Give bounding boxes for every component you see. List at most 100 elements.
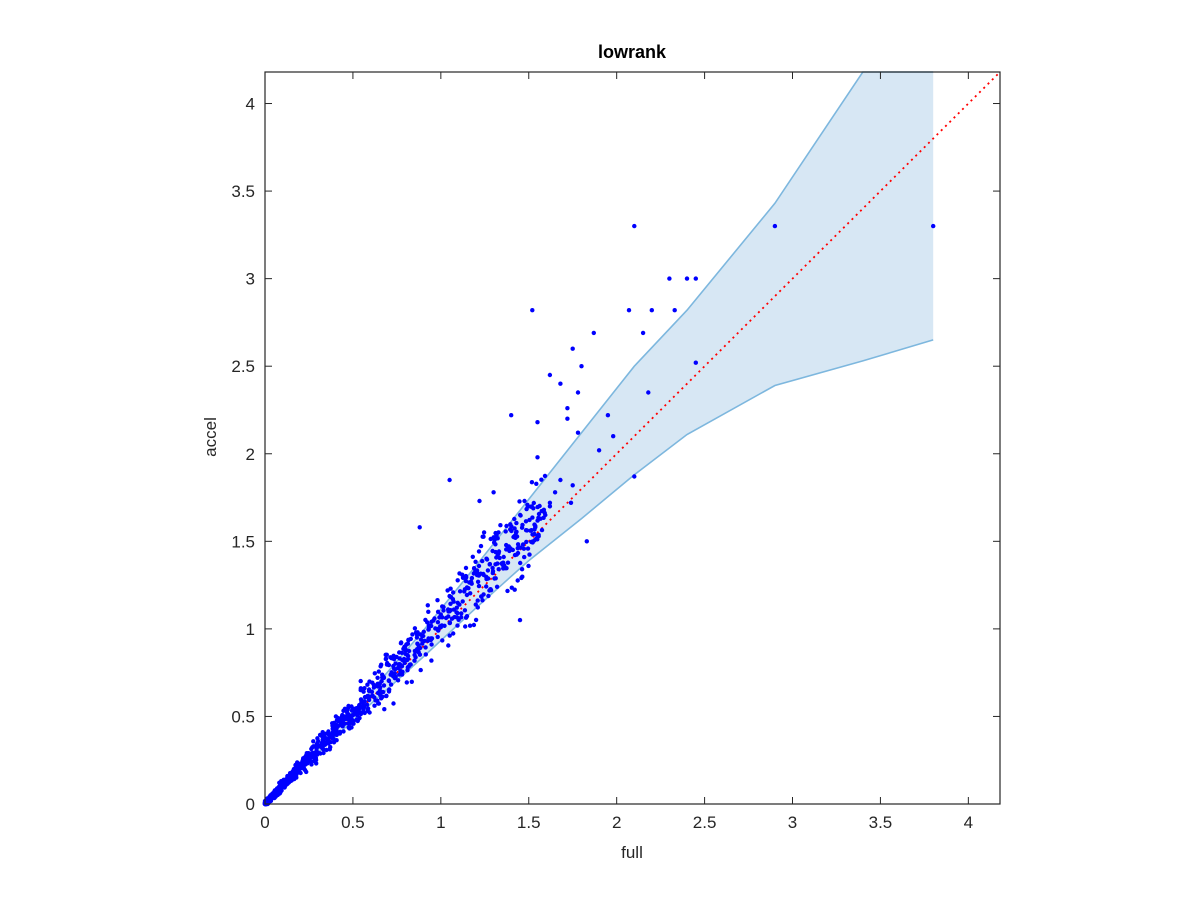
scatter-point [448,595,454,600]
scatter-point [528,504,534,509]
scatter-point [407,662,413,667]
scatter-point [448,601,453,606]
scatter-point [347,721,353,726]
scatter-point [372,695,377,700]
scatter-point [349,717,354,722]
scatter-point [451,599,456,604]
scatter-point [391,701,396,706]
scatter-point [364,702,370,707]
scatter-point [351,721,356,726]
scatter-point [575,390,581,395]
y-tick-label: 2 [246,445,255,464]
scatter-point [533,536,539,542]
scatter-point [372,671,377,676]
scatter-point [399,650,404,655]
scatter-point [570,483,575,488]
scatter-point [400,669,405,674]
scatter-point [530,308,535,313]
scatter-point [511,534,516,540]
scatter-point [384,693,389,698]
scatter-point [448,608,453,613]
scatter-point [632,223,637,229]
scatter-point [536,511,542,517]
scatter-point [334,732,339,738]
scatter-point [473,602,478,607]
scatter-point [435,598,440,603]
scatter-point [426,623,432,628]
scatter-point [467,623,473,628]
scatter-point [405,668,410,673]
scatter-point [423,617,428,623]
scatter-point [464,575,469,580]
scatter-point [321,750,326,756]
scatter-point [440,604,445,609]
scatter-point [412,626,418,631]
scatter-point [379,679,384,684]
scatter-point [470,554,475,559]
scatter-point [410,632,415,637]
scatter-point [414,635,420,640]
scatter-point [517,499,522,504]
scatter-point [584,539,589,544]
scatter-point [501,554,506,560]
scatter-point [575,430,581,435]
scatter-point [469,575,475,581]
scatter-point [354,712,360,718]
scatter-point [313,757,319,763]
scatter-point [508,522,513,527]
scatter-point [529,539,534,545]
scatter-point [311,739,316,744]
scatter-point [537,503,542,509]
scatter-point [293,769,298,775]
scatter-point [496,530,501,535]
scatter-point [429,642,434,647]
y-tick-label: 3 [246,270,255,289]
scatter-point [346,717,351,722]
scatter-point [383,652,388,657]
scatter-point [547,500,553,505]
scatter-point [386,678,391,683]
scatter-point [386,662,392,668]
scatter-point [381,674,386,680]
scatter-point [490,565,495,571]
scatter-point [314,741,319,747]
scatter-point [504,523,509,529]
scatter-point [468,591,473,596]
scatter-point [405,641,411,646]
scatter-point [488,536,493,542]
scatter-point [379,662,384,667]
scatter-point [440,638,445,643]
scatter-point [505,588,510,594]
scatter-point [455,600,460,605]
scatter-point [371,685,377,690]
scatter-point [506,544,511,549]
scatter-point [667,276,672,281]
scatter-point [382,707,387,712]
scatter-point [357,703,362,709]
x-tick-label: 2.5 [693,813,717,832]
scatter-point [517,617,523,623]
scatter-point [324,747,329,753]
scatter-point [526,563,531,569]
scatter-point [480,558,485,564]
scatter-point [349,725,354,730]
scatter-point [454,605,459,610]
scatter-point [420,633,425,639]
scatter-point [378,690,383,695]
scatter-point [463,565,469,571]
x-tick-label: 3.5 [869,813,893,832]
scatter-point [278,787,284,793]
scatter-point [340,724,345,729]
scatter-point [417,525,422,530]
scatter-point [422,638,427,643]
scatter-point [408,636,413,642]
scatter-point [493,576,498,581]
scatter-point [417,652,423,657]
scatter-point [507,548,512,554]
scatter-point [417,646,422,651]
scatter-point [392,676,398,681]
scatter-point [552,490,558,495]
scatter-point [304,759,309,764]
scatter-point [415,630,420,635]
